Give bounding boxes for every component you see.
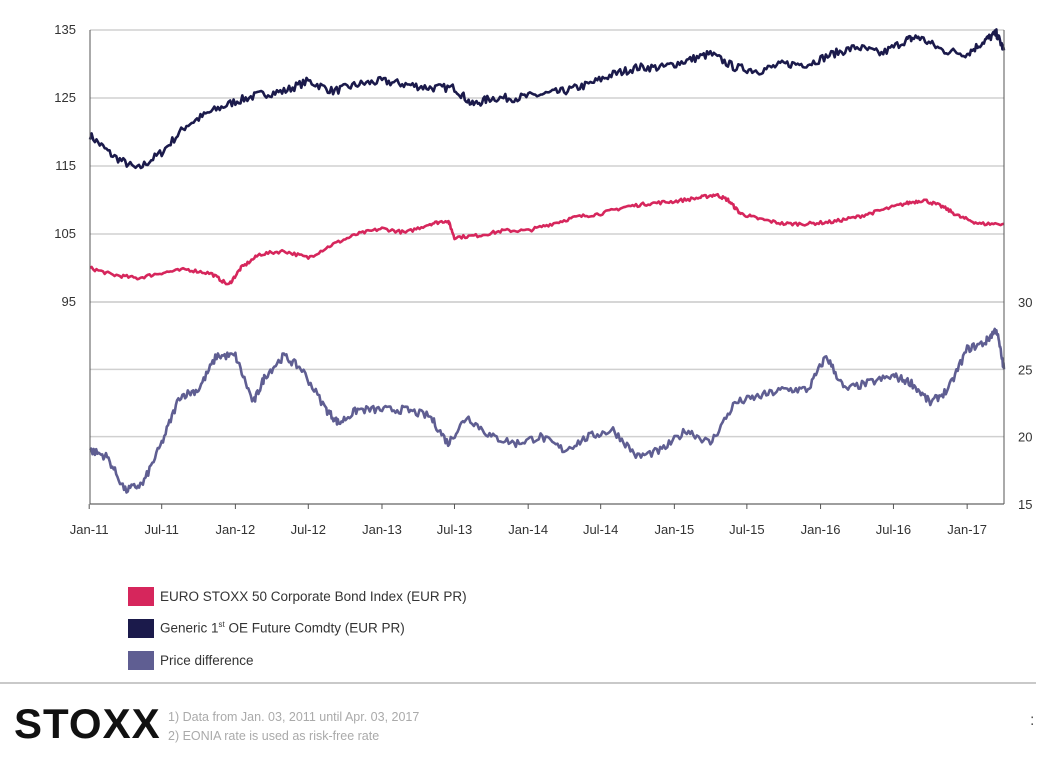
tick-labels: 135 125 115 105 95 30 25 20 15 Jan-11 Jul-11 Jan-12… [54, 22, 1032, 537]
legend-swatch [128, 650, 154, 670]
series-layer [88, 28, 1006, 494]
x-tick-label: Jan-12 [216, 522, 256, 537]
y-tick-label-left: 125 [54, 90, 76, 105]
y-tick-label-left: 105 [54, 226, 76, 241]
axes-layer [88, 30, 1005, 509]
x-tick-label: Jan-17 [947, 522, 987, 537]
x-tick-label: Jan-11 [70, 522, 109, 537]
x-tick-label: Jul-16 [876, 522, 911, 537]
x-tick-label: Jul-14 [583, 522, 618, 537]
bottom-panel-grid [90, 301, 1004, 505]
x-tick-label: Jul-12 [291, 522, 326, 537]
y-tick-label-left: 95 [62, 294, 76, 309]
x-tick-label: Jan-14 [508, 522, 548, 537]
series-line-price-difference [88, 327, 1006, 494]
legend-swatch [128, 586, 154, 606]
legend-label: EURO STOXX 50 Corporate Bond Index (EUR … [160, 588, 467, 604]
legend-item-price-difference: Price difference [128, 644, 467, 676]
chart-area: 135 125 115 105 95 30 25 20 15 Jan-11 Jul-11 Jan-12… [54, 22, 1032, 537]
footnote-1: 1) Data from Jan. 03, 2011 until Apr. 03… [168, 710, 420, 724]
series-line-bond-index [89, 192, 1005, 286]
x-tick-label: Jan-13 [362, 522, 402, 537]
top-panel-grid [90, 29, 1004, 303]
y-tick-label-left: 135 [54, 22, 76, 37]
y-tick-label-right: 30 [1018, 295, 1032, 310]
x-tick-label: Jan-16 [801, 522, 841, 537]
legend-item-future: Generic 1st OE Future Comdty (EUR PR) [128, 612, 467, 644]
superscript: st [218, 620, 225, 630]
x-tick-label: Jul-11 [144, 522, 178, 537]
footnote-2: 2) EONIA rate is used as risk-free rate [168, 729, 380, 743]
y-tick-label-right: 25 [1018, 362, 1032, 377]
footnotes: 1) Data from Jan. 03, 2011 until Apr. 03… [168, 708, 419, 746]
legend-item-bond-index: EURO STOXX 50 Corporate Bond Index (EUR … [128, 580, 467, 612]
legend-label: Generic 1st OE Future Comdty (EUR PR) [160, 620, 405, 636]
stoxx-logo: STOXX [14, 700, 161, 747]
legend-label: Price difference [160, 652, 254, 668]
y-tick-label-right: 15 [1018, 497, 1032, 512]
page-mark: : [1030, 712, 1035, 729]
series-line-future [88, 28, 1006, 170]
x-tick-label: Jul-15 [729, 522, 764, 537]
y-tick-label-left: 115 [55, 158, 76, 173]
y-tick-label-right: 20 [1018, 430, 1032, 445]
footer-divider [0, 682, 1036, 684]
legend: EURO STOXX 50 Corporate Bond Index (EUR … [128, 580, 467, 676]
legend-swatch [128, 618, 154, 638]
x-tick-label: Jan-15 [654, 522, 694, 537]
x-tick-label: Jul-13 [437, 522, 472, 537]
